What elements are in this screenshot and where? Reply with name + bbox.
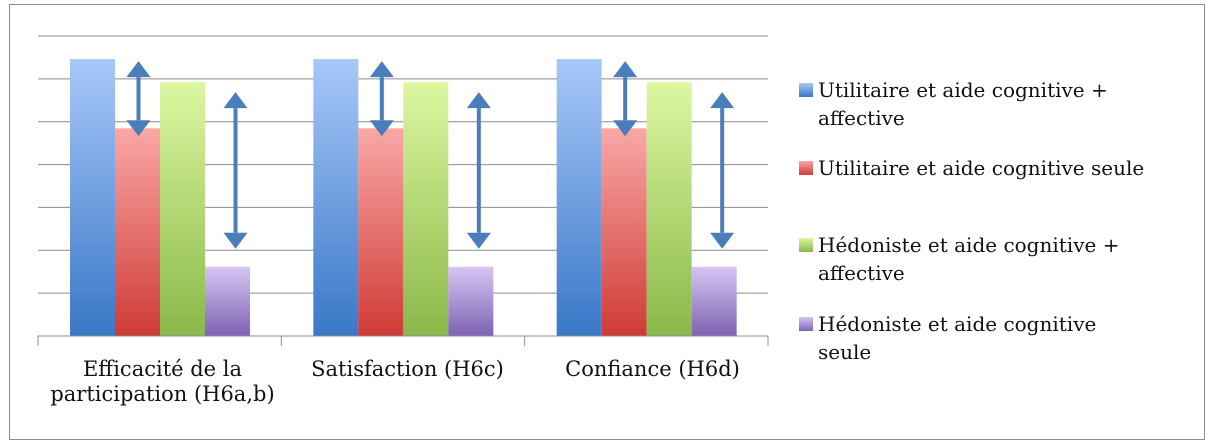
category-label-2-line1: Confiance (H6d): [565, 357, 740, 381]
category-label-0-line2: participation (H6a,b): [50, 382, 275, 406]
bar-series-3-cat-2: [691, 266, 737, 336]
bars: [70, 59, 737, 337]
bar-series-1-cat-2: [601, 128, 647, 336]
legend-swatch-2: [799, 238, 813, 252]
bar-series-0-cat-1: [313, 59, 359, 336]
legend-item-2: Hédoniste et aide cognitive + affective: [799, 231, 1188, 287]
bar-series-1-cat-1: [358, 128, 404, 336]
category-label-0: Efficacité de la participation (H6a,b): [40, 357, 285, 407]
legend-item-1: Utilitaire et aide cognitive seule: [799, 154, 1188, 182]
legend-item-0: Utilitaire et aide cognitive + affective: [799, 76, 1188, 132]
category-label-2: Confiance (H6d): [530, 357, 775, 382]
bar-series-2-cat-1: [403, 82, 449, 337]
legend-label-1-line1: Utilitaire et aide cognitive seule: [818, 156, 1145, 180]
double-arrow: [126, 61, 151, 137]
bar-series-3-cat-0: [205, 266, 250, 336]
legend-label-2-line1: Hédoniste et aide cognitive +: [818, 233, 1120, 257]
bar-series-3-cat-1: [448, 266, 494, 336]
legend-swatch-0: [799, 83, 813, 97]
double-arrow: [613, 61, 638, 137]
legend-label-2-line2: affective: [818, 261, 905, 285]
bar-series-1-cat-0: [115, 128, 160, 336]
chart-plot: [37, 35, 769, 346]
legend-swatch-1: [799, 161, 813, 175]
difference-arrows: [126, 61, 735, 249]
category-label-1: Satisfaction (H6c): [285, 357, 530, 382]
legend-item-3: Hédoniste et aide cognitive seule: [799, 310, 1188, 366]
double-arrow: [466, 92, 491, 249]
category-label-0-line1: Efficacité de la: [82, 357, 243, 381]
legend-label-3-line2: seule: [818, 340, 872, 364]
legend-label-3-line1: Hédoniste et aide cognitive: [818, 312, 1097, 336]
bar-series-0-cat-0: [70, 59, 115, 336]
bar-series-2-cat-2: [646, 82, 692, 337]
double-arrow: [710, 92, 735, 249]
legend-swatch-3: [799, 317, 813, 331]
legend-label-0-line2: affective: [818, 106, 905, 130]
bar-series-0-cat-2: [556, 59, 602, 336]
bar-series-2-cat-0: [160, 82, 205, 337]
legend-label-0-line1: Utilitaire et aide cognitive +: [818, 78, 1108, 102]
double-arrow: [369, 61, 394, 137]
category-label-1-line1: Satisfaction (H6c): [311, 357, 504, 381]
double-arrow: [223, 92, 248, 249]
x-axis: [37, 335, 769, 346]
